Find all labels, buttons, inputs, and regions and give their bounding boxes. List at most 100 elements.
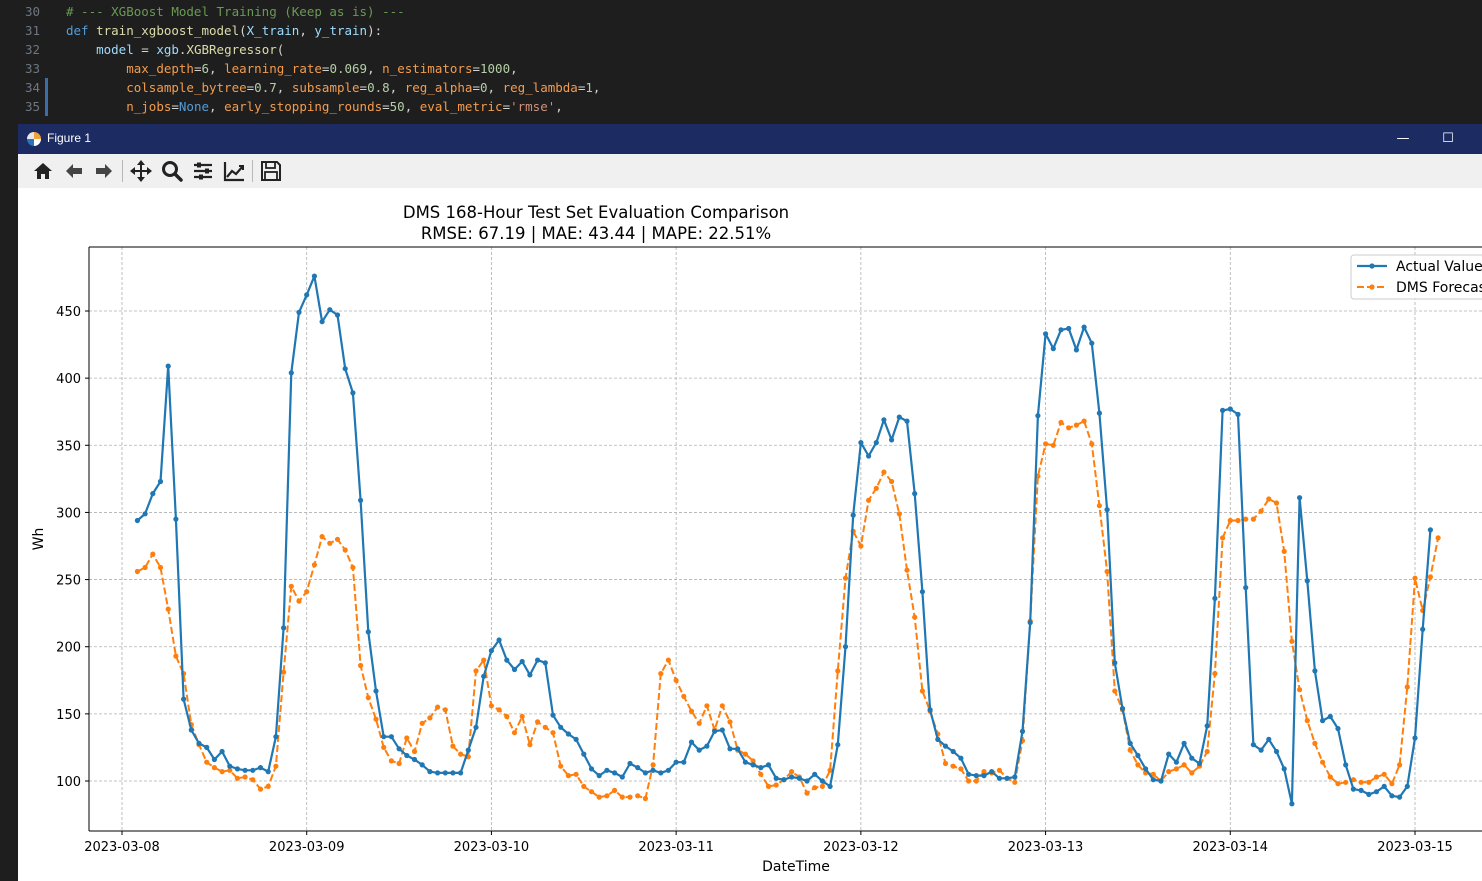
dms-forecast-point (473, 668, 479, 674)
dms-forecast-point (881, 469, 887, 475)
dms-forecast-point (1258, 508, 1264, 514)
dms-forecast-point (250, 777, 256, 783)
actual-value-point (1289, 801, 1295, 807)
dms-forecast-point (334, 536, 341, 542)
forward-button[interactable] (91, 158, 117, 184)
window-titlebar[interactable]: Figure 1 — ☐ (18, 124, 1482, 154)
actual-value-point (796, 775, 802, 781)
y-tick-label: 150 (56, 708, 81, 723)
dms-forecast-point (358, 662, 364, 669)
actual-value-point (204, 744, 210, 751)
actual-value-point (1258, 747, 1264, 753)
dms-forecast-point (588, 789, 595, 795)
dms-forecast-point (1243, 516, 1249, 522)
actual-value-point (242, 767, 248, 773)
dms-forecast-point (496, 707, 502, 713)
toolbar-separator (122, 160, 123, 182)
dms-forecast-point (1427, 574, 1433, 580)
dms-forecast-point (581, 783, 587, 790)
actual-value-point (1058, 327, 1064, 333)
dms-forecast-point (519, 713, 525, 720)
dms-forecast-point (658, 671, 664, 677)
pan-button[interactable] (128, 158, 154, 184)
actual-value-point (1096, 410, 1102, 416)
actual-value-point (465, 747, 471, 753)
actual-value-point (1335, 726, 1341, 732)
actual-value-line (136, 275, 1432, 805)
home-button[interactable] (30, 158, 56, 184)
dms-forecast-point (789, 769, 795, 775)
code-text: max_depth=6, learning_rate=0.069, n_esti… (66, 59, 517, 78)
dms-forecast-point (504, 713, 510, 720)
dms-forecast-point (673, 677, 679, 683)
actual-value-point (550, 712, 556, 718)
code-line[interactable]: 33 max_depth=6, learning_rate=0.069, n_e… (0, 59, 1482, 78)
actual-value-point (719, 727, 725, 733)
code-token: 1 (585, 80, 593, 95)
code-token: = (577, 80, 586, 95)
actual-value-point (573, 736, 579, 743)
edit-axis-button[interactable] (221, 158, 247, 184)
dms-forecast-point (281, 669, 287, 675)
edit-axis-icon (223, 162, 244, 182)
dms-forecast-point (1012, 779, 1018, 785)
actual-value-point (519, 658, 525, 665)
dms-forecast-point (288, 583, 294, 589)
code-token: = (472, 80, 480, 95)
actual-value-point (773, 775, 779, 781)
maximize-button[interactable]: ☐ (1442, 131, 1454, 146)
line-number: 33 (24, 61, 40, 76)
actual-value-point (257, 765, 264, 771)
actual-value-point (650, 767, 656, 773)
actual-value-point (835, 742, 841, 748)
actual-value-point (604, 767, 610, 773)
x-tick-label: 2023-03-08 (84, 840, 160, 855)
actual-value-point (1320, 718, 1326, 724)
dms-forecast-point (542, 724, 548, 730)
actual-value-point (157, 478, 164, 485)
subplots-button[interactable] (190, 158, 216, 184)
dms-forecast-point (419, 720, 425, 726)
code-line[interactable]: 35 n_jobs=None, early_stopping_rounds=50… (0, 97, 1482, 116)
dms-forecast-point (388, 758, 394, 764)
code-token: = (246, 80, 255, 95)
figure-window[interactable]: Figure 1 — ☐ DMS 168-Hour Te (18, 124, 1482, 881)
actual-value-point (511, 666, 518, 673)
dms-forecast-point (896, 511, 902, 517)
actual-value-point (1373, 789, 1380, 795)
dms-forecast-point (1266, 496, 1272, 502)
subplots-icon (194, 162, 212, 180)
y-axis-label: Wh (31, 528, 47, 551)
actual-value-point (558, 724, 564, 730)
back-button[interactable] (61, 158, 87, 184)
actual-value-point (1243, 585, 1249, 591)
dms-forecast-point (1373, 774, 1380, 780)
actual-value-point (1235, 411, 1241, 417)
actual-value-point (142, 511, 148, 517)
code-line[interactable]: 30 # --- XGBoost Model Training (Keep as … (0, 2, 1482, 21)
code-line[interactable]: 34 colsample_bytree=0.7, subsample=0.8, … (0, 78, 1482, 97)
actual-value-point (1127, 740, 1133, 747)
dms-forecast-point (773, 782, 779, 788)
code-line[interactable]: 31 def train_xgboost_model(X_train, y_tra… (0, 21, 1482, 40)
code-token: . (178, 42, 187, 57)
code-token: , (299, 23, 315, 38)
dms-forecast-point (1073, 422, 1079, 428)
dms-forecast-point (1212, 671, 1218, 677)
code-token: , (209, 61, 225, 76)
code-token: , (555, 99, 563, 114)
zoom-button[interactable] (159, 158, 185, 184)
pan-icon (130, 160, 152, 182)
code-token: ( (276, 42, 285, 57)
save-button[interactable] (258, 158, 284, 184)
dms-forecast-point (458, 751, 464, 757)
actual-value-point (819, 778, 826, 784)
dms-forecast-point (765, 783, 772, 790)
actual-value-point (134, 517, 140, 524)
code-line[interactable]: 32 model = xgb.XGBRegressor( (0, 40, 1482, 59)
figure-canvas[interactable]: DMS 168-Hour Test Set Evaluation Compari… (18, 188, 1482, 881)
minimize-button[interactable]: — (1396, 131, 1410, 146)
actual-value-point (211, 756, 217, 763)
dms-forecast-point (381, 744, 387, 751)
actual-value-point (789, 774, 795, 780)
